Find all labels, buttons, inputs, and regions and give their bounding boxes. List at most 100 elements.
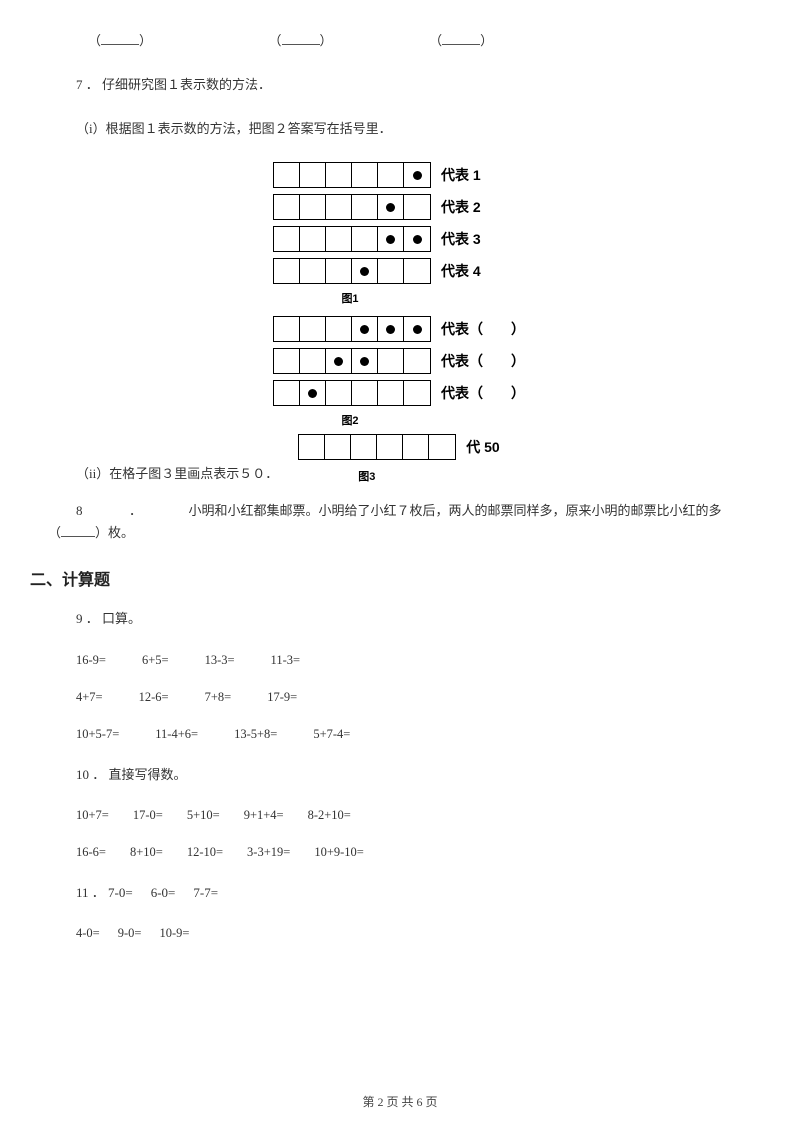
grid-cell (429, 435, 455, 459)
grid-label: 代表（ ） (441, 319, 527, 339)
calc-row: 10+7=17-0=5+10=9+1+4=8-2+10= (76, 808, 752, 823)
calc-item: 5+7-4= (313, 727, 350, 742)
q8-text-before: 小明和小红都集邮票。小明给了小红７枚后，两人的邮票同样多，原来小明的邮票比小红的… (189, 503, 722, 518)
page-footer: 第 2 页 共 6 页 (0, 1093, 800, 1110)
dot-icon (360, 267, 369, 276)
dot-icon (360, 357, 369, 366)
dot-icon (386, 203, 395, 212)
grid (273, 380, 431, 406)
grid-row: 代表 1 (48, 162, 752, 188)
grid-label: 代表 4 (441, 261, 527, 281)
calc-item: 3-3+19= (247, 845, 290, 860)
blank-group-2: （） (269, 33, 333, 48)
calc-item: 17-9= (267, 690, 297, 705)
grid-cell (274, 349, 300, 373)
grid-cell (352, 259, 378, 283)
grid (273, 316, 431, 342)
q8-open: （ (48, 525, 61, 540)
q8: 8 ． 小明和小红都集邮票。小明给了小红７枚后，两人的邮票同样多，原来小明的邮票… (48, 500, 752, 544)
grid-cell (300, 317, 326, 341)
q11-row1: 11 ． 7-0=6-0=7-7= (48, 882, 752, 904)
calc-item: 6-0= (151, 885, 176, 900)
dot-icon (386, 235, 395, 244)
grid-cell (404, 381, 430, 405)
grid-label: 代表（ ） (441, 383, 527, 403)
grid (273, 162, 431, 188)
figure-2-caption: 图2 (48, 412, 652, 428)
calc-item: 7-7= (193, 885, 218, 900)
grid-cell (300, 163, 326, 187)
grid-cell (378, 163, 404, 187)
q10-dot: ． (92, 767, 105, 782)
grid (273, 258, 431, 284)
grid-cell (326, 163, 352, 187)
calc-item: 4-0= (76, 926, 100, 941)
grid-cell (326, 381, 352, 405)
q9-number: 9 (76, 611, 83, 626)
grid-cell (274, 317, 300, 341)
grid-cell (404, 349, 430, 373)
grid-cell (404, 259, 430, 283)
figure-1: 代表 1 代表 2 代表 3 代表 4 图1 (48, 162, 752, 306)
calc-item: 12-6= (139, 690, 169, 705)
q9-title: 9 ． 口算。 (48, 608, 752, 630)
calc-row: 16-6=8+10=12-10=3-3+19=10+9-10= (76, 845, 752, 860)
figure-1-caption: 图1 (48, 290, 652, 306)
calc-row: 10+5-7=11-4+6=13-5+8=5+7-4= (76, 727, 752, 742)
dot-icon (360, 325, 369, 334)
q9-dot: ． (86, 611, 99, 626)
q8-dot: ． (129, 503, 142, 518)
calc-row: 4+7=12-6=7+8=17-9= (76, 690, 752, 705)
calc-item: 9-0= (118, 926, 142, 941)
calc-item: 7+8= (205, 690, 232, 705)
dot-icon (386, 325, 395, 334)
grid-row: 代表 4 (48, 258, 752, 284)
q10-title-text: 直接写得数。 (109, 767, 187, 782)
grid-row: 代表（ ） (48, 380, 752, 406)
calc-item: 7-0= (108, 885, 133, 900)
grid-cell (274, 227, 300, 251)
grid-cell (378, 349, 404, 373)
grid (273, 194, 431, 220)
grid-cell (326, 317, 352, 341)
grid-cell (300, 227, 326, 251)
grid-cell (404, 195, 430, 219)
q10-title: 10 ． 直接写得数。 (48, 764, 752, 786)
calc-item: 11-3= (271, 653, 301, 668)
top-blanks-row: （） （） （） (48, 30, 752, 52)
grid-cell (300, 195, 326, 219)
grid-label: 代表 2 (441, 197, 527, 217)
calc-item: 10+5-7= (76, 727, 119, 742)
grid-cell (274, 163, 300, 187)
dot-icon (413, 325, 422, 334)
grid-row: 代表 3 (48, 226, 752, 252)
calc-item: 5+10= (187, 808, 220, 823)
dot-icon (413, 235, 422, 244)
dot-icon (334, 357, 343, 366)
grid-cell (404, 163, 430, 187)
calc-item: 13-3= (205, 653, 235, 668)
grid (298, 434, 456, 460)
grid (273, 226, 431, 252)
grid-cell (404, 227, 430, 251)
grid-row: 代表 2 (48, 194, 752, 220)
grid-cell (352, 227, 378, 251)
grid-cell (378, 381, 404, 405)
grid-cell (326, 227, 352, 251)
grid-cell (274, 195, 300, 219)
grid-cell (378, 195, 404, 219)
q10-number: 10 (76, 767, 89, 782)
q7-title-text: 仔细研究图１表示数的方法． (102, 77, 271, 92)
q11-number: 11 (76, 885, 89, 900)
grid-cell (403, 435, 429, 459)
grid-cell (352, 195, 378, 219)
calc-item: 10+9-10= (314, 845, 364, 860)
grid-label: 代 50 (466, 437, 552, 457)
calc-item: 12-10= (187, 845, 223, 860)
calc-item: 8-2+10= (308, 808, 351, 823)
calc-item: 10-9= (159, 926, 189, 941)
calc-item: 9+1+4= (244, 808, 284, 823)
dot-icon (308, 389, 317, 398)
calc-item: 10+7= (76, 808, 109, 823)
grid-cell (300, 381, 326, 405)
